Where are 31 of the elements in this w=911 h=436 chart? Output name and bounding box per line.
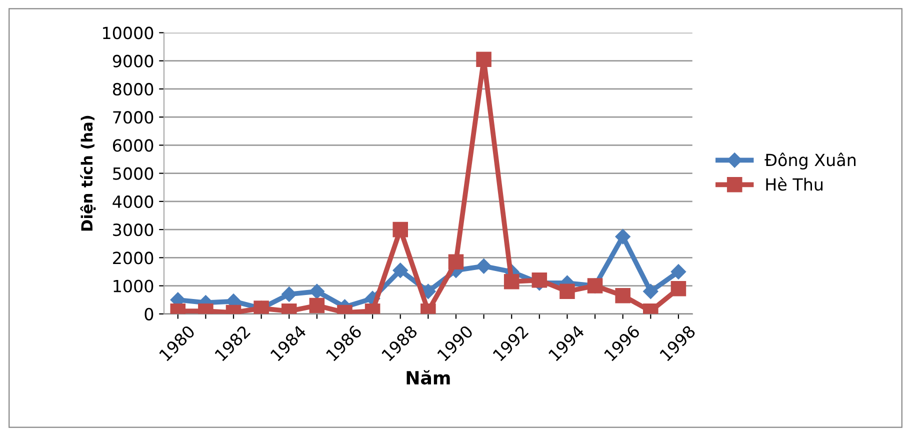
y-axis-title: Diện tích (ha) [80, 116, 96, 231]
point [532, 272, 548, 288]
y-tick-label: 4000 [112, 195, 154, 208]
y-tick-label: 8000 [112, 82, 154, 96]
y-tick-label: 9000 [112, 54, 154, 68]
y-tick-label: 5000 [113, 167, 154, 180]
x-axis-title: Năm [406, 370, 450, 385]
point [476, 258, 492, 274]
point [643, 284, 658, 299]
point [448, 254, 464, 270]
point [309, 284, 324, 299]
y-tick-label: 0 [144, 308, 154, 320]
point [615, 229, 630, 244]
legend-label: Đông Xuân [764, 152, 856, 170]
point [392, 262, 408, 278]
point [309, 298, 325, 314]
y-tick-label: 1000 [114, 280, 154, 292]
y-tick-label: 10000 [103, 26, 154, 40]
point [560, 284, 575, 300]
point [504, 274, 520, 290]
point [670, 280, 686, 296]
point [282, 286, 297, 302]
legend-label: Hè Thu [766, 177, 822, 191]
y-tick-label: 7000 [113, 111, 154, 124]
y-tick-label: 6000 [113, 139, 154, 152]
point [476, 52, 492, 68]
point [615, 288, 630, 304]
point [670, 264, 686, 280]
y-tick-label: 3000 [113, 224, 154, 236]
y-tick-label: 2000 [113, 252, 154, 264]
point [392, 222, 408, 238]
